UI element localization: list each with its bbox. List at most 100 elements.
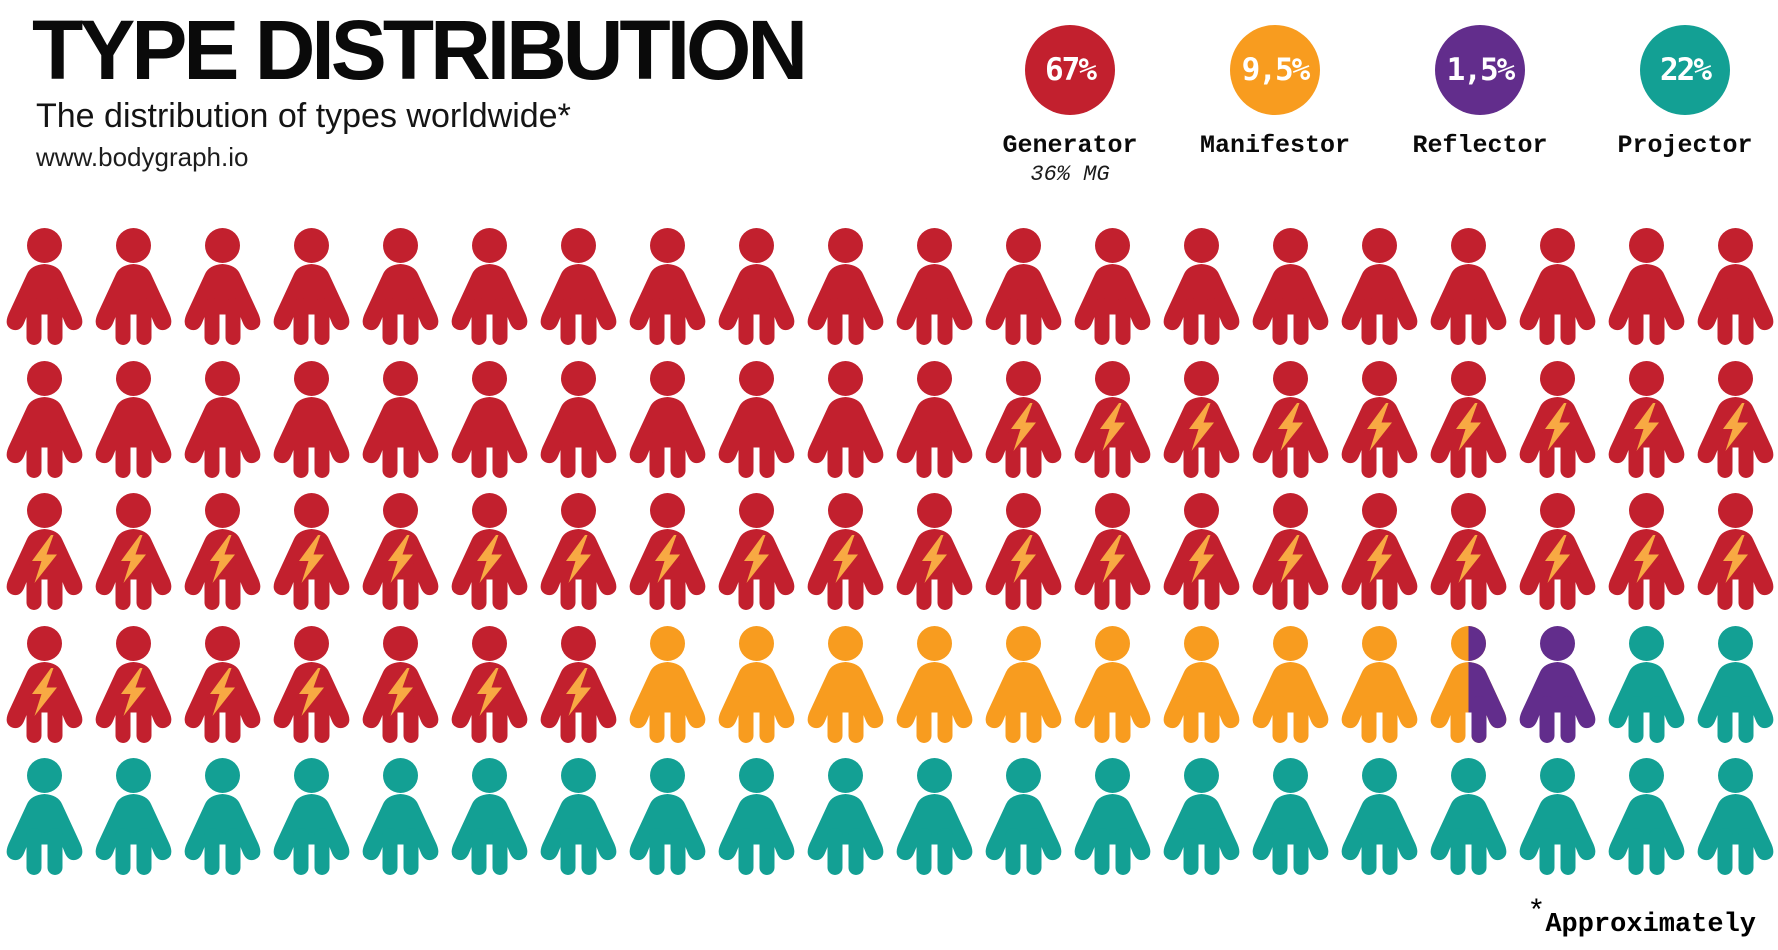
- person-manifesting-generator-icon: [1068, 493, 1157, 610]
- legend-reflector-circle: 1,5%: [1435, 25, 1525, 115]
- person-projector-icon: [801, 758, 890, 875]
- person-manifesting-generator-icon: [1691, 493, 1778, 610]
- legend-manifestor-label: Manifestor: [1199, 131, 1351, 160]
- legend-reflector-value: 1,5%: [1446, 52, 1516, 88]
- person-manifestor-icon: [623, 625, 712, 743]
- person-manifesting-generator-icon: [0, 625, 89, 743]
- person-projector-icon: [534, 758, 623, 875]
- person-projector-icon: [1602, 625, 1691, 743]
- person-manifestor-icon: [801, 625, 890, 743]
- person-generator-icon: [979, 228, 1068, 345]
- person-generator-icon: [1068, 228, 1157, 345]
- person-manifestor-icon: [890, 625, 979, 743]
- person-generator-icon: [1513, 228, 1602, 345]
- website-link[interactable]: www.bodygraph.io: [36, 142, 249, 172]
- legend-projector-label: Projector: [1617, 131, 1753, 160]
- footnote: *Approximately: [1527, 896, 1756, 940]
- person-generator-icon: [890, 228, 979, 345]
- person-manifesting-generator-icon: [1335, 493, 1424, 610]
- legend-manifestor-value: 9,5%: [1241, 52, 1311, 88]
- legend-reflector: 1,5% Reflector: [1375, 25, 1585, 186]
- person-generator-icon: [356, 228, 445, 345]
- person-manifesting-generator-icon: [890, 493, 979, 610]
- legend-generator-circle: 67%: [1025, 25, 1115, 115]
- page-subtitle: The distribution of types worldwide*: [36, 97, 571, 135]
- person-generator-icon: [178, 228, 267, 345]
- person-manifesting-generator-icon: [534, 625, 623, 743]
- person-manifesting-generator-icon: [979, 493, 1068, 610]
- person-generator-icon: [356, 360, 445, 478]
- person-manifesting-generator-icon: [1424, 360, 1513, 478]
- person-manifestor-reflector-split-icon: [1424, 625, 1513, 743]
- person-manifesting-generator-icon: [1068, 360, 1157, 478]
- person-projector-icon: [623, 758, 712, 875]
- person-projector-icon: [1246, 758, 1335, 875]
- legend-generator: 67% Generator 36% MG: [965, 25, 1175, 187]
- person-manifesting-generator-icon: [1157, 360, 1246, 478]
- person-generator-icon: [534, 228, 623, 345]
- person-generator-icon: [445, 360, 534, 478]
- person-manifestor-icon: [1335, 625, 1424, 743]
- person-manifesting-generator-icon: [178, 625, 267, 743]
- pictogram-row: [0, 625, 1778, 743]
- pictogram-row: [0, 758, 1778, 875]
- person-manifestor-icon: [1246, 625, 1335, 743]
- person-manifesting-generator-icon: [979, 360, 1068, 478]
- legend-manifestor: 9,5% Manifestor: [1170, 25, 1380, 186]
- legend-reflector-label: Reflector: [1412, 131, 1548, 160]
- person-projector-icon: [1157, 758, 1246, 875]
- person-manifesting-generator-icon: [1691, 360, 1778, 478]
- person-generator-icon: [178, 360, 267, 478]
- pictogram-grid: [0, 228, 1778, 875]
- person-projector-icon: [1513, 758, 1602, 875]
- legend-projector-value: 22%: [1660, 52, 1712, 88]
- footnote-asterisk: *: [1527, 896, 1546, 930]
- person-manifesting-generator-icon: [1335, 360, 1424, 478]
- person-manifesting-generator-icon: [1246, 493, 1335, 610]
- person-projector-icon: [1068, 758, 1157, 875]
- pictogram-row: [0, 493, 1778, 610]
- person-manifesting-generator-icon: [623, 493, 712, 610]
- person-manifesting-generator-icon: [356, 625, 445, 743]
- person-manifestor-icon: [712, 625, 801, 743]
- person-generator-icon: [1691, 228, 1778, 345]
- person-manifestor-icon: [1157, 625, 1246, 743]
- person-manifesting-generator-icon: [178, 493, 267, 610]
- person-projector-icon: [1335, 758, 1424, 875]
- person-generator-icon: [801, 360, 890, 478]
- person-reflector-icon: [1513, 625, 1602, 743]
- person-manifesting-generator-icon: [445, 493, 534, 610]
- person-manifesting-generator-icon: [445, 625, 534, 743]
- person-generator-icon: [534, 360, 623, 478]
- person-manifesting-generator-icon: [1513, 360, 1602, 478]
- person-projector-icon: [0, 758, 89, 875]
- pictogram-row: [0, 360, 1778, 478]
- legend-generator-value: 67%: [1045, 52, 1097, 88]
- person-manifesting-generator-icon: [267, 625, 356, 743]
- person-projector-icon: [356, 758, 445, 875]
- person-manifesting-generator-icon: [267, 493, 356, 610]
- person-manifesting-generator-icon: [1157, 493, 1246, 610]
- person-generator-icon: [89, 228, 178, 345]
- person-manifesting-generator-icon: [1602, 493, 1691, 610]
- person-manifesting-generator-icon: [1424, 493, 1513, 610]
- legend-projector: 22% Projector: [1580, 25, 1778, 186]
- person-projector-icon: [890, 758, 979, 875]
- person-projector-icon: [712, 758, 801, 875]
- person-projector-icon: [1424, 758, 1513, 875]
- person-projector-icon: [267, 758, 356, 875]
- person-projector-icon: [1691, 625, 1778, 743]
- person-generator-icon: [0, 360, 89, 478]
- person-manifesting-generator-icon: [801, 493, 890, 610]
- person-manifesting-generator-icon: [356, 493, 445, 610]
- person-generator-icon: [1335, 228, 1424, 345]
- person-manifesting-generator-icon: [1246, 360, 1335, 478]
- person-manifesting-generator-icon: [89, 493, 178, 610]
- person-generator-icon: [801, 228, 890, 345]
- person-generator-icon: [89, 360, 178, 478]
- pictogram-row: [0, 228, 1778, 345]
- person-generator-icon: [890, 360, 979, 478]
- person-generator-icon: [1246, 228, 1335, 345]
- person-manifesting-generator-icon: [1602, 360, 1691, 478]
